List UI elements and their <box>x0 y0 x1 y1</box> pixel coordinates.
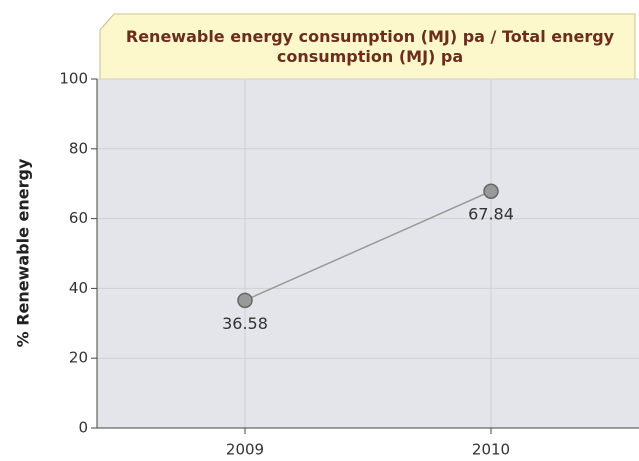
y-axis-label: % Renewable energy <box>14 158 33 347</box>
y-tick-label: 40 <box>69 279 88 297</box>
data-label: 67.84 <box>468 205 514 224</box>
y-tick-label: 20 <box>69 349 88 367</box>
y-tick-label: 60 <box>69 209 88 227</box>
x-tick-label: 2010 <box>472 441 510 459</box>
series-line <box>244 190 492 302</box>
x-tick-label: 2009 <box>226 441 264 459</box>
y-tick-label: 80 <box>69 139 88 157</box>
plot-area <box>97 79 639 428</box>
data-label: 36.58 <box>222 314 268 333</box>
chart-title: Renewable energy consumption (MJ) pa / T… <box>125 27 615 66</box>
data-point <box>237 292 253 309</box>
data-point <box>483 183 499 199</box>
y-tick-label: 0 <box>78 419 88 437</box>
y-tick-label: 100 <box>59 70 88 88</box>
